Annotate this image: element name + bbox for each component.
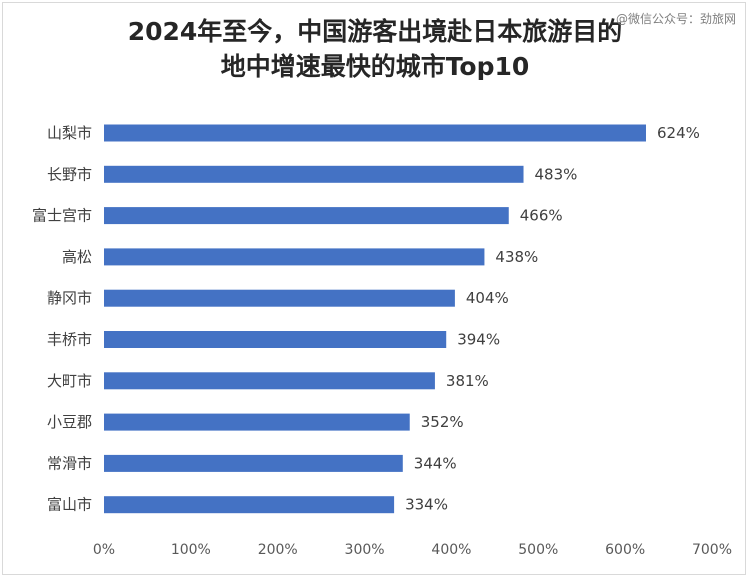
category-label: 山梨市: [47, 124, 92, 142]
value-label: 394%: [457, 331, 500, 349]
value-label: 466%: [520, 207, 563, 225]
x-axis-ticks: 0% 100% 200% 300% 400% 500% 600% 700%: [93, 542, 732, 558]
bar: [104, 413, 410, 431]
value-label: 404%: [466, 289, 509, 307]
bar: [104, 331, 447, 348]
x-tick-label: 400%: [431, 542, 471, 558]
bar: [104, 207, 509, 225]
value-label: 381%: [446, 372, 489, 390]
category-label: 常滑市: [47, 454, 92, 472]
category-label: 小豆郡: [47, 413, 92, 431]
bar: [104, 496, 395, 514]
watermark: @微信公众号：劲旅网: [615, 12, 736, 26]
value-label: 483%: [535, 165, 578, 183]
bar: [104, 372, 435, 390]
category-label: 高松: [62, 248, 92, 266]
value-label: 334%: [405, 496, 448, 514]
x-tick-label: 300%: [345, 542, 385, 558]
category-label: 丰桥市: [47, 331, 92, 349]
category-label: 静冈市: [47, 289, 92, 307]
bar: [104, 165, 524, 183]
value-label: 352%: [421, 413, 464, 431]
bars-group: [104, 124, 646, 514]
category-label: 长野市: [47, 165, 92, 183]
x-tick-label: 200%: [258, 542, 298, 558]
value-label: 344%: [414, 454, 457, 472]
value-label: 624%: [657, 124, 700, 142]
x-tick-label: 100%: [171, 542, 211, 558]
x-tick-label: 700%: [692, 542, 732, 558]
category-label: 富山市: [47, 496, 92, 514]
value-labels: 624% 483% 466% 438% 404% 394% 381% 352% 344% 334%: [405, 124, 700, 514]
x-tick-label: 500%: [518, 542, 558, 558]
bar: [104, 248, 485, 266]
chart-title: 2024年至今，中国游客出境赴日本旅游目的 地中增速最快的城市Top10: [127, 17, 623, 81]
x-tick-label: 0%: [93, 542, 115, 558]
bar: [104, 454, 403, 472]
value-label: 438%: [495, 248, 538, 266]
category-label: 大町市: [47, 372, 92, 390]
category-label: 富士宫市: [32, 207, 92, 225]
x-tick-label: 600%: [605, 542, 645, 558]
bar: [104, 289, 455, 307]
bar: [104, 124, 646, 142]
